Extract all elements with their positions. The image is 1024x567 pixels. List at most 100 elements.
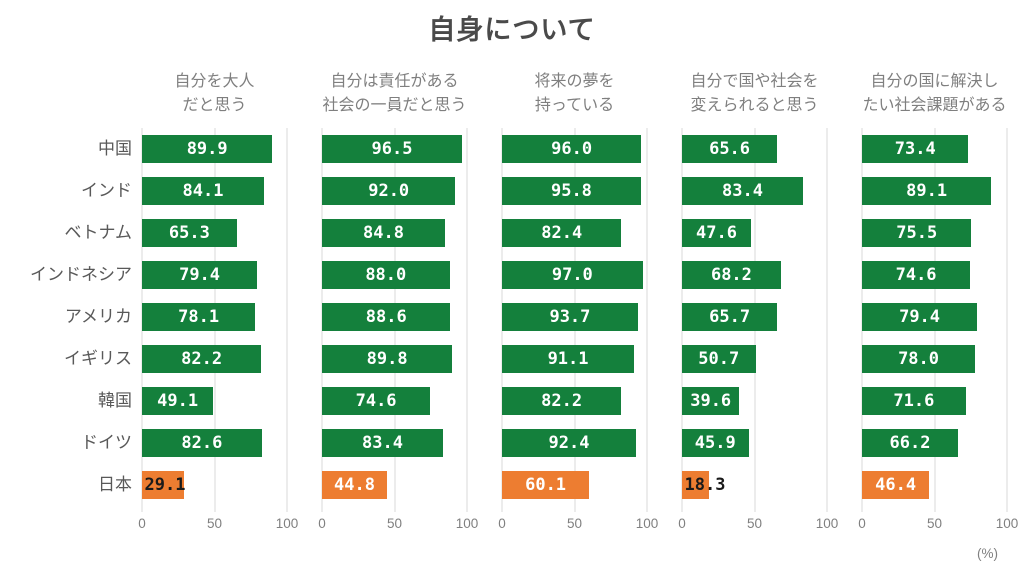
bar — [502, 429, 636, 457]
bar-row: 47.6 — [682, 212, 827, 254]
category-label: イギリス — [64, 349, 132, 368]
chart-panel: 将来の夢を 持っている 96.0 95.8 82.4 97.0 93.7 91.1 82.2 9… — [498, 70, 658, 536]
bar-value-label: 89.1 — [906, 181, 948, 201]
x-axis: 0 50 100 — [498, 512, 658, 536]
bar-highlight — [682, 471, 709, 499]
bar — [142, 219, 237, 247]
bar-row: 73.4 — [862, 128, 1007, 170]
bar-value-label: 68.2 — [710, 265, 752, 285]
bar-row: 93.7 — [502, 296, 647, 338]
bar-row: 96.5 — [322, 128, 467, 170]
bar-value-label: 71.6 — [893, 391, 935, 411]
x-axis-tick-label: 50 — [386, 516, 403, 531]
bar — [862, 429, 958, 457]
bar — [502, 345, 635, 373]
bar — [142, 345, 262, 373]
bar — [142, 303, 256, 331]
x-axis-tick-label: 0 — [498, 516, 506, 531]
category-label: インド — [81, 181, 132, 200]
bar — [322, 303, 451, 331]
bar-value-label: 60.1 — [525, 475, 567, 495]
bar-value-label: 78.0 — [898, 349, 940, 369]
bar — [862, 261, 971, 289]
bar-row: 82.4 — [502, 212, 647, 254]
bar-row: 82.6 — [142, 422, 287, 464]
bar-row: 74.6 — [322, 380, 467, 422]
x-axis-tick-label: 100 — [635, 516, 659, 531]
bar-row: 89.9 — [142, 128, 287, 170]
bar — [142, 429, 262, 457]
category-axis: 中国 インド ベトナム インドネシア アメリカ イギリス 韓国 ドイツ 日本 — [0, 70, 142, 536]
plot-area: 96.0 95.8 82.4 97.0 93.7 91.1 82.2 92.4 60.1 — [501, 128, 648, 512]
bar-highlight — [142, 471, 185, 499]
bar-value-label: 84.1 — [182, 181, 224, 201]
bar — [862, 219, 972, 247]
bar-row: 65.7 — [682, 296, 827, 338]
bar — [682, 345, 756, 373]
unit-label: (%) — [977, 546, 998, 561]
bar-value-label: 73.4 — [894, 139, 936, 159]
bar-row: 82.2 — [502, 380, 647, 422]
x-axis: 0 50 100 — [318, 512, 478, 536]
x-axis-tick-label: 50 — [206, 516, 223, 531]
category-label: ベトナム — [64, 223, 133, 242]
bar — [682, 387, 740, 415]
bar-value-label: 82.2 — [181, 349, 223, 369]
chart-panel: 自分は責任がある 社会の一員だと思う 96.5 92.0 84.8 88.0 88.6 89… — [318, 70, 478, 536]
bar-row: 18.3 — [682, 464, 827, 506]
bar — [322, 219, 445, 247]
bar — [502, 219, 622, 247]
bar-row: 83.4 — [322, 422, 467, 464]
gridline — [1006, 128, 1008, 512]
bar-highlight — [322, 471, 387, 499]
x-axis: 0 50 100 — [678, 512, 838, 536]
bar-row: 50.7 — [682, 338, 827, 380]
x-axis-tick-label: 0 — [318, 516, 326, 531]
x-axis-tick-label: 0 — [678, 516, 686, 531]
panel-title: 自分で国や社会を 変えられると思う — [690, 73, 819, 114]
x-axis-tick-label: 0 — [138, 516, 146, 531]
bar — [142, 177, 264, 205]
bar — [502, 303, 638, 331]
bar-row: 83.4 — [682, 170, 827, 212]
bar — [502, 261, 643, 289]
bar — [502, 387, 622, 415]
category-label: アメリカ — [64, 307, 132, 326]
bar-row: 78.1 — [142, 296, 287, 338]
bar — [862, 177, 992, 205]
bar — [322, 261, 450, 289]
plot-area: 96.5 92.0 84.8 88.0 88.6 89.8 74.6 83.4 44.8 — [321, 128, 468, 512]
bar-value-label: 65.6 — [709, 139, 751, 159]
bar-value-label: 50.7 — [698, 349, 740, 369]
bar-value-label: 66.2 — [889, 433, 931, 453]
bar-value-label: 47.6 — [696, 223, 737, 243]
bar — [862, 135, 969, 163]
bar — [502, 135, 642, 163]
bar — [682, 219, 752, 247]
title-bar: 自身について — [0, 0, 1024, 70]
chart-grid: 中国 インド ベトナム インドネシア アメリカ イギリス 韓国 ドイツ 日本 自分を大人 だと思… — [0, 70, 1024, 536]
x-axis: 0 50 100 — [138, 512, 298, 536]
bar-value-label: 74.6 — [895, 265, 937, 285]
bar-value-label: 79.4 — [179, 265, 221, 285]
bar-value-label: 82.6 — [181, 433, 223, 453]
bar-value-label: 46.4 — [875, 475, 917, 495]
bar-value-label: 84.8 — [363, 223, 404, 243]
bar-row: 44.8 — [322, 464, 467, 506]
x-axis-tick-label: 50 — [566, 516, 583, 531]
bar — [862, 303, 978, 331]
bar-value-label: 49.1 — [157, 391, 199, 411]
panel-title: 将来の夢を 持っている — [534, 73, 615, 114]
bar — [142, 261, 258, 289]
bar — [142, 387, 214, 415]
chart-panel: 自分で国や社会を 変えられると思う 65.6 83.4 47.6 68.2 65.7 50.… — [678, 70, 838, 536]
bar-row: 92.0 — [322, 170, 467, 212]
bar — [322, 345, 453, 373]
bar-value-label: 44.8 — [334, 475, 375, 495]
bar — [862, 345, 976, 373]
bar-row: 39.6 — [682, 380, 827, 422]
category-label: インドネシア — [30, 265, 132, 284]
bar-value-label: 75.5 — [896, 223, 938, 243]
bar-row: 74.6 — [862, 254, 1007, 296]
bar — [322, 135, 462, 163]
